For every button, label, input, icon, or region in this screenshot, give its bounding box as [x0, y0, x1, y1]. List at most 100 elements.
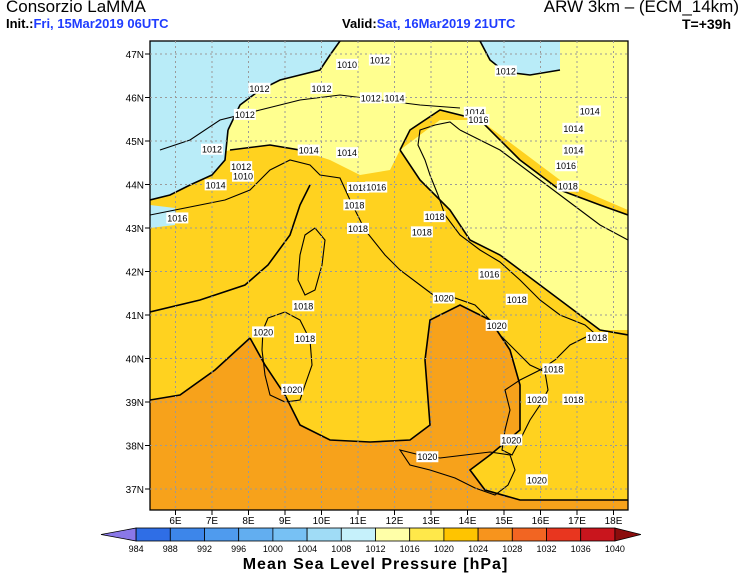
isobar-label-bg — [310, 82, 333, 94]
isobar-label-text: 1016 — [556, 161, 576, 171]
isobar-label-bg — [478, 268, 501, 280]
isobar-label-bg — [230, 161, 253, 173]
isobar-label: 1018 — [586, 332, 609, 344]
isobar-label-text: 1012 — [202, 145, 222, 155]
isobar-label-bg — [368, 54, 391, 66]
isobar-label: 1020 — [525, 393, 548, 405]
isobar-label-text: 1012 — [361, 93, 381, 103]
isobar-label-text: 1014 — [384, 93, 404, 103]
isobar-label: 1014 — [562, 122, 585, 134]
isobar-label: 1020 — [525, 474, 548, 486]
colorbar-tick-label: 1032 — [536, 544, 556, 554]
isobar-label-text: 1014 — [465, 108, 485, 118]
isobar-label-text: 1012 — [235, 110, 255, 120]
colorbar-cell — [580, 527, 616, 542]
isobar-label-bg — [500, 434, 523, 446]
isobar-label-text: 1014 — [337, 148, 357, 158]
model-title: ARW 3km – (ECM_14km) — [543, 0, 739, 16]
isobar-label-text: 1018 — [543, 364, 563, 374]
colorbar-cell — [169, 527, 205, 542]
isobar-label-bg — [347, 181, 369, 193]
isobar-label: 1020 — [500, 434, 523, 446]
isobar-label-text: 1012 — [231, 162, 251, 172]
lat-tick-label: 44N — [126, 181, 144, 192]
isobar-label-bg — [556, 180, 579, 192]
colorbar-cell — [477, 527, 513, 542]
colorbar-tick-label: 1024 — [468, 544, 488, 554]
colorbar-tick-label: 988 — [163, 544, 178, 554]
isobar-label-text: 1012 — [496, 66, 516, 76]
forecast-step: T=+39h — [681, 16, 731, 32]
isobar-label-text: 1012 — [311, 84, 331, 94]
isobar-label-bg — [432, 292, 455, 304]
isobar-label-text: 1018 — [425, 212, 445, 222]
colorbar-cell — [238, 527, 274, 542]
isobar-label-bg — [485, 319, 508, 331]
lat-tick-label: 41N — [126, 311, 144, 322]
isobar-label-bg — [562, 393, 585, 405]
isobar-label-bg — [292, 300, 315, 312]
isobar-label-bg — [555, 160, 578, 172]
isobar-label-bg — [562, 144, 585, 156]
isobar-label-bg — [365, 181, 388, 193]
isobar-label-text: 1018 — [563, 395, 583, 405]
colorbar-tick-label: 1016 — [400, 544, 420, 554]
lon-tick-label: 10E — [313, 516, 331, 527]
isobar-label: 1014 — [463, 106, 486, 118]
isobar-label-bg — [562, 122, 585, 134]
isobar-label: 1014 — [204, 179, 227, 191]
lat-tick-label: 39N — [126, 398, 144, 409]
valid-label: Valid: — [342, 16, 377, 31]
isobar-label-text: 1020 — [417, 452, 437, 462]
isobar-label-bg — [281, 383, 304, 395]
isobar-label: 1020 — [485, 319, 508, 331]
isobar-label-bg — [343, 199, 366, 211]
lon-tick-label: 7E — [206, 516, 219, 527]
colorbar-tick-label: 1012 — [365, 544, 385, 554]
colorbar-cell — [511, 527, 547, 542]
lon-tick-label: 6E — [169, 516, 182, 527]
isobar-label-text: 1018 — [348, 183, 368, 193]
isobar-label-text: 1014 — [206, 180, 226, 190]
isobar-label-text: 1018 — [412, 227, 432, 237]
lat-tick-label: 45N — [126, 137, 144, 148]
colorbar-tick-label: 1008 — [331, 544, 351, 554]
isobar-label-bg — [423, 211, 446, 223]
isobar-label: 1012 — [248, 82, 271, 94]
sicily-coast — [398, 449, 516, 496]
isobar-label-bg — [467, 114, 490, 126]
isobar-label-text: 1020 — [487, 321, 507, 331]
isobar-label-bg — [525, 474, 548, 486]
lon-tick-label: 18E — [605, 516, 623, 527]
lat-tick-label: 40N — [126, 355, 144, 366]
colorbar-tick-label: 996 — [231, 544, 246, 554]
isobar-label-bg — [336, 147, 359, 159]
isobar-label-bg — [248, 82, 271, 94]
colorbar-tick-label: 1020 — [434, 544, 454, 554]
isobar-label: 1014 — [297, 144, 320, 156]
isobar-label: 1012 — [368, 54, 391, 66]
colorbar-cell — [340, 527, 376, 542]
isobar-label: 1012 — [201, 143, 223, 155]
graticule — [150, 41, 628, 510]
isobar-label-bg — [525, 393, 548, 405]
colorbar-cell — [135, 527, 171, 542]
colorbar-tick-label: 1040 — [605, 544, 625, 554]
isobar-label-text: 1018 — [293, 301, 313, 311]
isobar-label: 1016 — [365, 181, 388, 193]
isobar-label: 1012 — [230, 161, 253, 173]
isobar-label-text: 1014 — [299, 146, 319, 156]
isobar-label-bg — [359, 92, 382, 104]
colorbar-tick-label: 1000 — [263, 544, 283, 554]
isobar-label: 1016 — [555, 160, 578, 172]
isobar-label: 1018 — [347, 222, 369, 234]
isobar-label: 1012 — [310, 82, 333, 94]
isobar-label: 1018 — [292, 300, 315, 312]
legend-title: Mean Sea Level Pressure [hPa] — [242, 556, 509, 573]
colorbar-cell — [204, 527, 240, 542]
init-value: Fri, 15Mar2019 06UTC — [33, 16, 169, 31]
isobar-label: 1018 — [556, 180, 579, 192]
init-label: Init.: — [6, 16, 34, 31]
lon-tick-label: 11E — [349, 516, 366, 527]
isobar-label: 1012 — [494, 65, 517, 77]
